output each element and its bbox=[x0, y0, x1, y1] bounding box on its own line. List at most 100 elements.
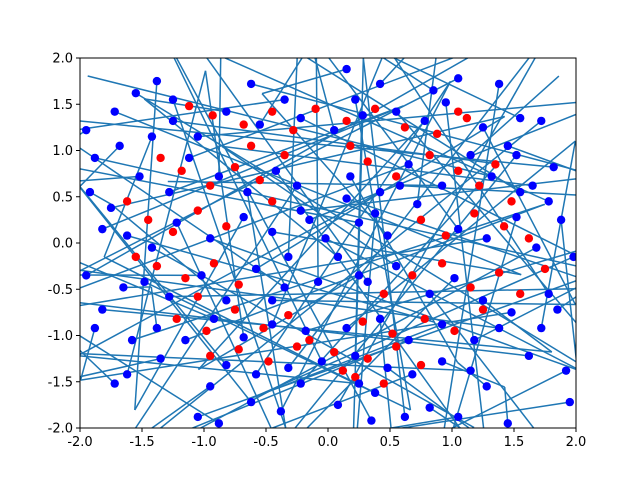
blue-point bbox=[544, 289, 553, 299]
connector-line bbox=[80, 352, 471, 372]
blue-point bbox=[375, 187, 385, 197]
red-point bbox=[206, 181, 215, 190]
connector-line bbox=[300, 178, 576, 212]
y-tick-label: 2.0 bbox=[52, 52, 73, 67]
blue-point bbox=[512, 150, 521, 160]
connector-line bbox=[507, 145, 576, 172]
blue-point bbox=[370, 388, 380, 398]
connector-line bbox=[280, 80, 452, 412]
blue-point bbox=[333, 400, 343, 410]
blue-point bbox=[375, 79, 385, 89]
y-tick-label: -0.5 bbox=[48, 283, 73, 298]
blue-point bbox=[82, 271, 91, 280]
connector-line bbox=[309, 113, 576, 221]
blue-point bbox=[454, 74, 463, 83]
x-tick-label: -0.5 bbox=[253, 435, 278, 450]
connector-line bbox=[80, 145, 121, 188]
red-point bbox=[466, 283, 475, 292]
blue-point bbox=[363, 277, 372, 287]
blue-point bbox=[404, 335, 413, 345]
blue-point bbox=[516, 113, 525, 123]
blue-point bbox=[239, 212, 248, 222]
red-point bbox=[379, 379, 388, 388]
y-tick-label: -2.0 bbox=[48, 422, 73, 437]
red-point bbox=[379, 289, 388, 299]
blue-point bbox=[90, 153, 100, 163]
connector-line bbox=[80, 147, 286, 289]
blue-point bbox=[268, 227, 277, 237]
connector-line bbox=[172, 120, 498, 165]
blue-point bbox=[168, 95, 178, 104]
red-point bbox=[289, 125, 298, 135]
y-tick-label: 1.0 bbox=[52, 144, 73, 159]
connector-line bbox=[80, 269, 500, 329]
blue-point bbox=[243, 187, 252, 197]
x-tick-label: 1.5 bbox=[504, 435, 525, 450]
connector-line bbox=[150, 286, 158, 329]
red-point bbox=[441, 231, 450, 240]
blue-point bbox=[454, 224, 463, 234]
connector-line bbox=[272, 299, 576, 306]
blue-point bbox=[284, 363, 293, 373]
blue-point bbox=[90, 323, 100, 333]
blue-point bbox=[110, 107, 119, 116]
connector-line bbox=[80, 98, 285, 131]
red-point bbox=[156, 153, 165, 163]
blue-point bbox=[437, 181, 447, 190]
red-point bbox=[475, 181, 484, 190]
blue-point bbox=[268, 320, 277, 329]
blue-point bbox=[482, 234, 491, 243]
red-point bbox=[246, 141, 256, 151]
red-point bbox=[540, 264, 550, 274]
blue-point bbox=[193, 132, 202, 141]
blue-point bbox=[147, 132, 157, 141]
blue-point bbox=[197, 271, 206, 280]
connector-line bbox=[294, 154, 518, 428]
blue-point bbox=[383, 231, 392, 240]
red-point bbox=[168, 227, 178, 237]
y-axis: -2.0 -1.5 -1.0 -0.5 0.0 0.5 1.0 1.5 2.0 bbox=[48, 52, 80, 437]
blue-point bbox=[222, 107, 231, 116]
x-tick-label: 0.5 bbox=[380, 435, 401, 450]
blue-point bbox=[466, 150, 475, 160]
red-point bbox=[280, 150, 289, 160]
connector-line bbox=[392, 58, 521, 119]
connector-line bbox=[185, 203, 546, 341]
connector-line bbox=[337, 58, 536, 406]
connector-line bbox=[379, 318, 392, 428]
red-point bbox=[470, 209, 479, 218]
red-point bbox=[208, 111, 217, 120]
connector-line bbox=[441, 360, 505, 388]
blue-point bbox=[296, 206, 305, 215]
red-point bbox=[206, 351, 215, 361]
red-point bbox=[454, 107, 463, 116]
connector-line bbox=[197, 101, 576, 138]
connector-line bbox=[261, 93, 389, 237]
red-point bbox=[268, 107, 277, 116]
red-point bbox=[122, 197, 132, 206]
red-point bbox=[202, 326, 211, 336]
connector-line bbox=[198, 274, 360, 371]
blue-point bbox=[119, 283, 128, 292]
connector-line bbox=[188, 58, 455, 159]
connector-line bbox=[255, 80, 452, 375]
blue-point bbox=[367, 416, 376, 425]
blue-point bbox=[156, 354, 165, 363]
red-point bbox=[255, 175, 264, 185]
connector-line bbox=[126, 70, 207, 375]
connector-line bbox=[169, 105, 404, 193]
red-point bbox=[209, 259, 219, 268]
blue-point bbox=[466, 366, 475, 375]
connector-line bbox=[151, 246, 475, 428]
blue-point bbox=[122, 370, 132, 379]
connector-line bbox=[173, 58, 323, 362]
red-point bbox=[311, 104, 320, 114]
blue-point bbox=[280, 283, 289, 292]
blue-point bbox=[437, 357, 447, 366]
blue-point bbox=[280, 95, 289, 104]
blue-point bbox=[395, 181, 405, 190]
blue-point bbox=[255, 120, 264, 129]
red-point bbox=[416, 215, 426, 225]
connector-line bbox=[300, 163, 499, 385]
